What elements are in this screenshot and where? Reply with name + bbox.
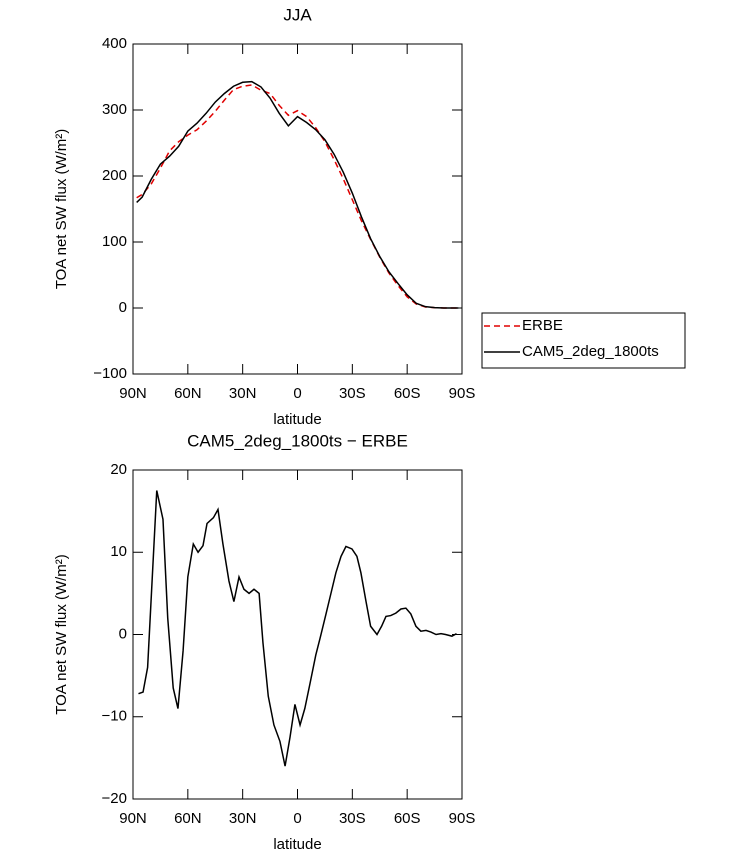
x-tick-label: 60N xyxy=(174,810,202,827)
x-tick-label: 90N xyxy=(119,385,147,402)
y-tick-label: 100 xyxy=(102,233,127,250)
x-tick-label: 30N xyxy=(229,385,257,402)
chart-title: CAM5_2deg_1800ts − ERBE xyxy=(187,431,408,450)
x-tick-label: 30N xyxy=(229,810,257,827)
plot-frame xyxy=(132,43,463,375)
x-axis-label: latitude xyxy=(273,836,321,853)
y-tick-label: 10 xyxy=(110,543,127,560)
chart-title: JJA xyxy=(283,5,312,24)
y-tick-label: −20 xyxy=(102,790,127,807)
data-line xyxy=(136,80,459,309)
x-tick-label: 0 xyxy=(293,810,301,827)
x-axis-label: latitude xyxy=(273,411,321,428)
x-tick-label: 0 xyxy=(293,385,301,402)
legend-label: CAM5_2deg_1800ts xyxy=(522,343,659,360)
y-tick-label: 0 xyxy=(119,625,127,642)
plot-frame xyxy=(132,469,463,800)
x-tick-label: 60S xyxy=(394,810,421,827)
x-tick-label: 30S xyxy=(339,810,366,827)
y-tick-label: 300 xyxy=(102,101,127,118)
data-line xyxy=(138,490,457,767)
y-tick-label: 0 xyxy=(119,299,127,316)
y-tick-label: 20 xyxy=(110,461,127,478)
x-tick-label: 60S xyxy=(394,385,421,402)
legend-label: ERBE xyxy=(522,317,563,334)
x-tick-label: 30S xyxy=(339,385,366,402)
x-tick-label: 90S xyxy=(449,810,476,827)
data-line xyxy=(136,84,459,309)
y-axis-label: TOA net SW flux (W/m²) xyxy=(53,554,70,715)
y-tick-label: 400 xyxy=(102,35,127,52)
x-tick-label: 60N xyxy=(174,385,202,402)
legend-box xyxy=(481,312,686,369)
y-tick-label: −100 xyxy=(93,365,127,382)
x-tick-label: 90S xyxy=(449,385,476,402)
y-tick-label: 200 xyxy=(102,167,127,184)
y-tick-label: −10 xyxy=(102,708,127,725)
y-axis-label: TOA net SW flux (W/m²) xyxy=(53,129,70,290)
x-tick-label: 90N xyxy=(119,810,147,827)
